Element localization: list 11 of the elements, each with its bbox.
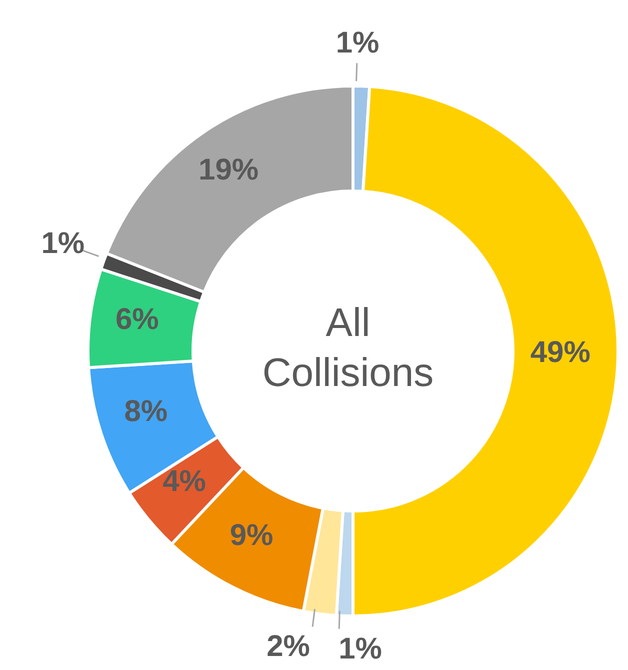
data-label: 2% [266,630,310,664]
data-label: 9% [230,518,274,552]
data-label: 1% [41,226,85,260]
text: All Collisions [262,301,434,395]
data-label: 1% [338,632,382,666]
data-label: 4% [162,464,206,498]
data-label: 19% [198,154,259,187]
data-label: 49% [530,336,590,370]
data-label: 6% [115,302,159,336]
data-label: 8% [124,395,168,428]
data-label: 1% [336,26,380,60]
